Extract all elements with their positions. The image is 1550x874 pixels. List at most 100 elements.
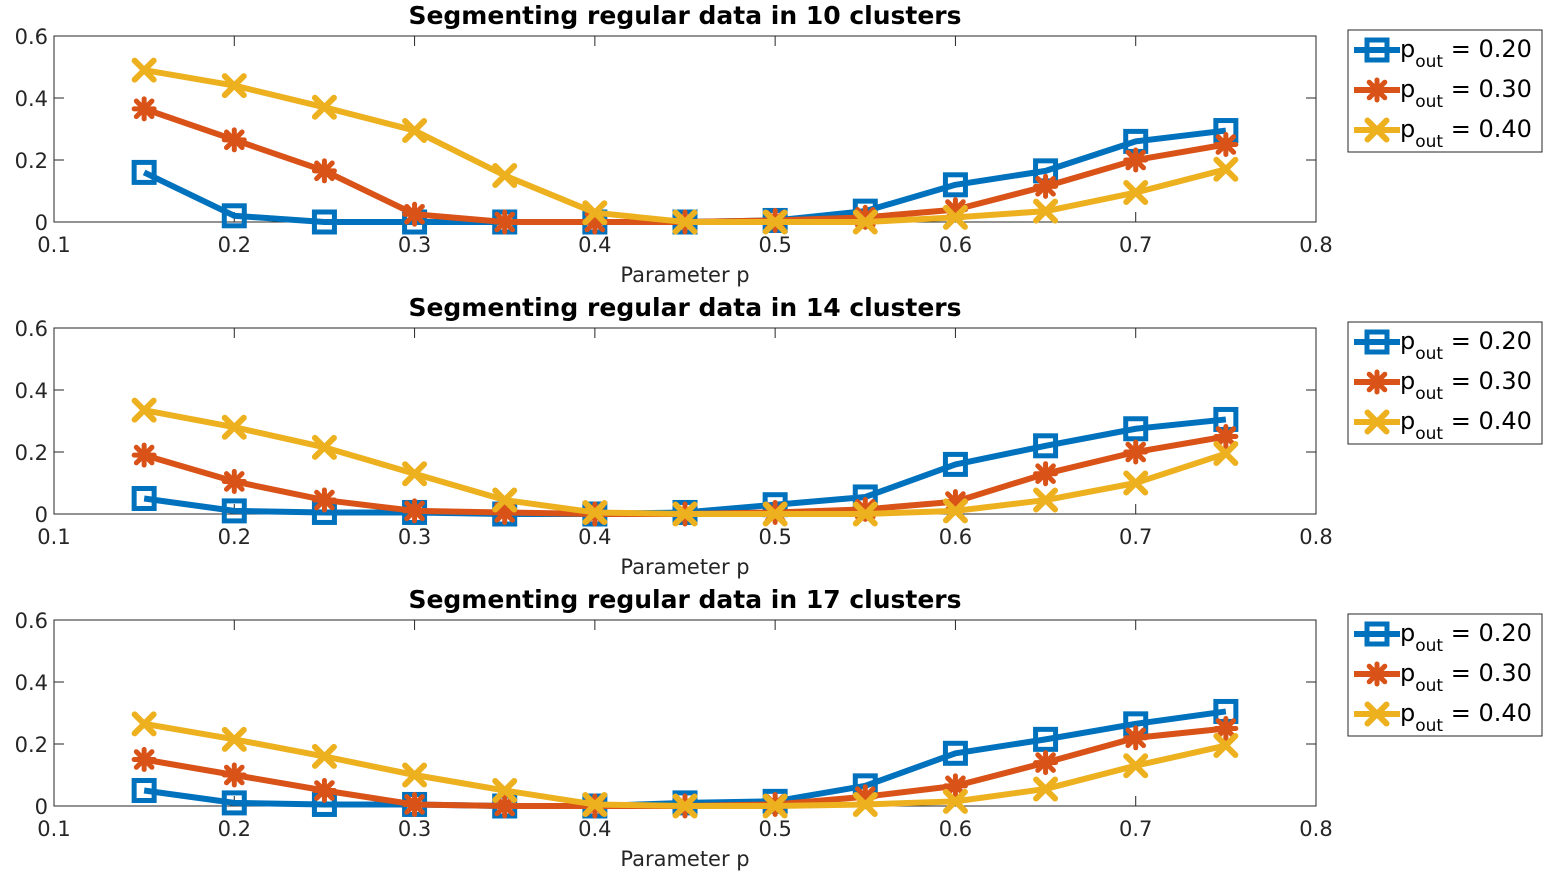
data-point xyxy=(672,209,698,235)
data-point xyxy=(762,209,788,235)
data-point xyxy=(1123,725,1149,751)
x-tick-label: 0.6 xyxy=(939,233,972,257)
legend-entry: pout = 0.30 xyxy=(1354,659,1532,696)
data-point xyxy=(942,204,968,230)
x-tick-label: 0.6 xyxy=(939,817,972,841)
data-point xyxy=(1123,180,1149,206)
data-point xyxy=(492,793,518,819)
data-point xyxy=(1213,156,1239,182)
legend-label: pout = 0.20 xyxy=(1400,327,1532,364)
y-tick-label: 0 xyxy=(35,795,48,819)
x-tick-label: 0.6 xyxy=(939,525,972,549)
x-tick-label: 0.1 xyxy=(37,525,70,549)
data-point xyxy=(1213,132,1239,157)
data-point xyxy=(402,201,428,227)
x-tick-label: 0.8 xyxy=(1299,525,1332,549)
data-point xyxy=(1123,470,1149,496)
x-tick-label: 0.4 xyxy=(578,817,611,841)
data-point xyxy=(582,200,608,226)
data-point xyxy=(1033,461,1059,487)
x-axis-label: Parameter p xyxy=(620,263,749,287)
legend-label: pout = 0.40 xyxy=(1400,115,1532,152)
data-point xyxy=(221,414,247,440)
y-tick-label: 0.4 xyxy=(15,379,48,403)
data-point xyxy=(852,209,878,235)
legend-label: pout = 0.30 xyxy=(1400,659,1532,696)
chart-panel-1: 0.1 0.2 0.3 0.4 0.5 0.6 0.7 0.8 0 0.2 0.4 0.6 Segmen… xyxy=(15,1,1543,287)
data-point xyxy=(942,773,968,799)
legend-label: pout = 0.40 xyxy=(1400,407,1532,444)
data-point xyxy=(131,711,157,737)
data-point xyxy=(582,791,608,817)
x-tick-label: 0.2 xyxy=(218,525,251,549)
data-point xyxy=(131,57,157,83)
data-point xyxy=(1033,487,1059,513)
legend-entry: pout = 0.40 xyxy=(1354,699,1532,736)
data-point xyxy=(1213,733,1239,759)
data-point xyxy=(131,397,157,423)
data-point xyxy=(582,499,608,525)
data-point xyxy=(492,487,518,513)
data-point xyxy=(402,118,428,144)
x-tick-label: 0.8 xyxy=(1299,233,1332,257)
legend-label: pout = 0.40 xyxy=(1400,699,1532,736)
data-point xyxy=(1033,433,1059,459)
data-point xyxy=(942,498,968,524)
data-point xyxy=(942,788,968,814)
x-tick-label: 0.3 xyxy=(398,233,431,257)
legend-label: pout = 0.30 xyxy=(1400,367,1532,404)
data-point xyxy=(492,209,518,235)
legend-entry: pout = 0.30 xyxy=(1354,75,1532,112)
legend-entry: pout = 0.40 xyxy=(1354,407,1532,444)
x-tick-label: 0.7 xyxy=(1119,817,1152,841)
x-tick-label: 0.5 xyxy=(758,525,791,549)
x-axis-label: Parameter p xyxy=(620,847,749,871)
legend-entry: pout = 0.20 xyxy=(1354,35,1532,72)
data-point xyxy=(1033,173,1059,199)
data-point xyxy=(402,498,428,524)
series-x xyxy=(131,397,1239,527)
data-point xyxy=(1033,198,1059,224)
x-axis-label: Parameter p xyxy=(620,555,749,579)
legend-marker xyxy=(1364,329,1390,355)
data-point xyxy=(762,793,788,819)
data-point xyxy=(492,778,518,803)
data-point xyxy=(1123,416,1149,442)
legend-marker xyxy=(1364,37,1390,63)
x-tick-label: 0.4 xyxy=(578,525,611,549)
y-tick-label: 0.2 xyxy=(15,149,48,173)
y-tick-label: 0 xyxy=(35,503,48,527)
plot-area xyxy=(53,327,1317,515)
data-point xyxy=(1123,753,1149,779)
data-point xyxy=(221,73,247,99)
data-point xyxy=(1033,776,1059,802)
legend-marker xyxy=(1364,409,1390,435)
x-tick-label: 0.2 xyxy=(218,817,251,841)
y-tick-label: 0 xyxy=(35,211,48,235)
data-point xyxy=(221,203,247,229)
y-tick-label: 0.4 xyxy=(15,87,48,111)
x-tick-label: 0.7 xyxy=(1119,233,1152,257)
legend-marker xyxy=(1364,369,1390,395)
chart-title: Segmenting regular data in 10 clusters xyxy=(408,1,961,30)
data-point xyxy=(311,487,337,513)
data-point xyxy=(221,762,247,788)
data-point xyxy=(1213,441,1239,467)
data-point xyxy=(942,451,968,477)
legend-entry: pout = 0.40 xyxy=(1354,115,1532,152)
data-point xyxy=(1213,716,1239,741)
legend-marker xyxy=(1364,77,1390,103)
data-point xyxy=(311,209,337,235)
legend-label: pout = 0.20 xyxy=(1400,35,1532,72)
legend-entry: pout = 0.20 xyxy=(1354,619,1532,656)
legend-entry: pout = 0.20 xyxy=(1354,327,1532,364)
data-point xyxy=(1033,726,1059,752)
legend-marker xyxy=(1364,701,1390,727)
x-tick-label: 0.7 xyxy=(1119,525,1152,549)
data-point xyxy=(311,778,337,803)
data-point xyxy=(221,790,247,816)
series-x xyxy=(131,57,1239,235)
